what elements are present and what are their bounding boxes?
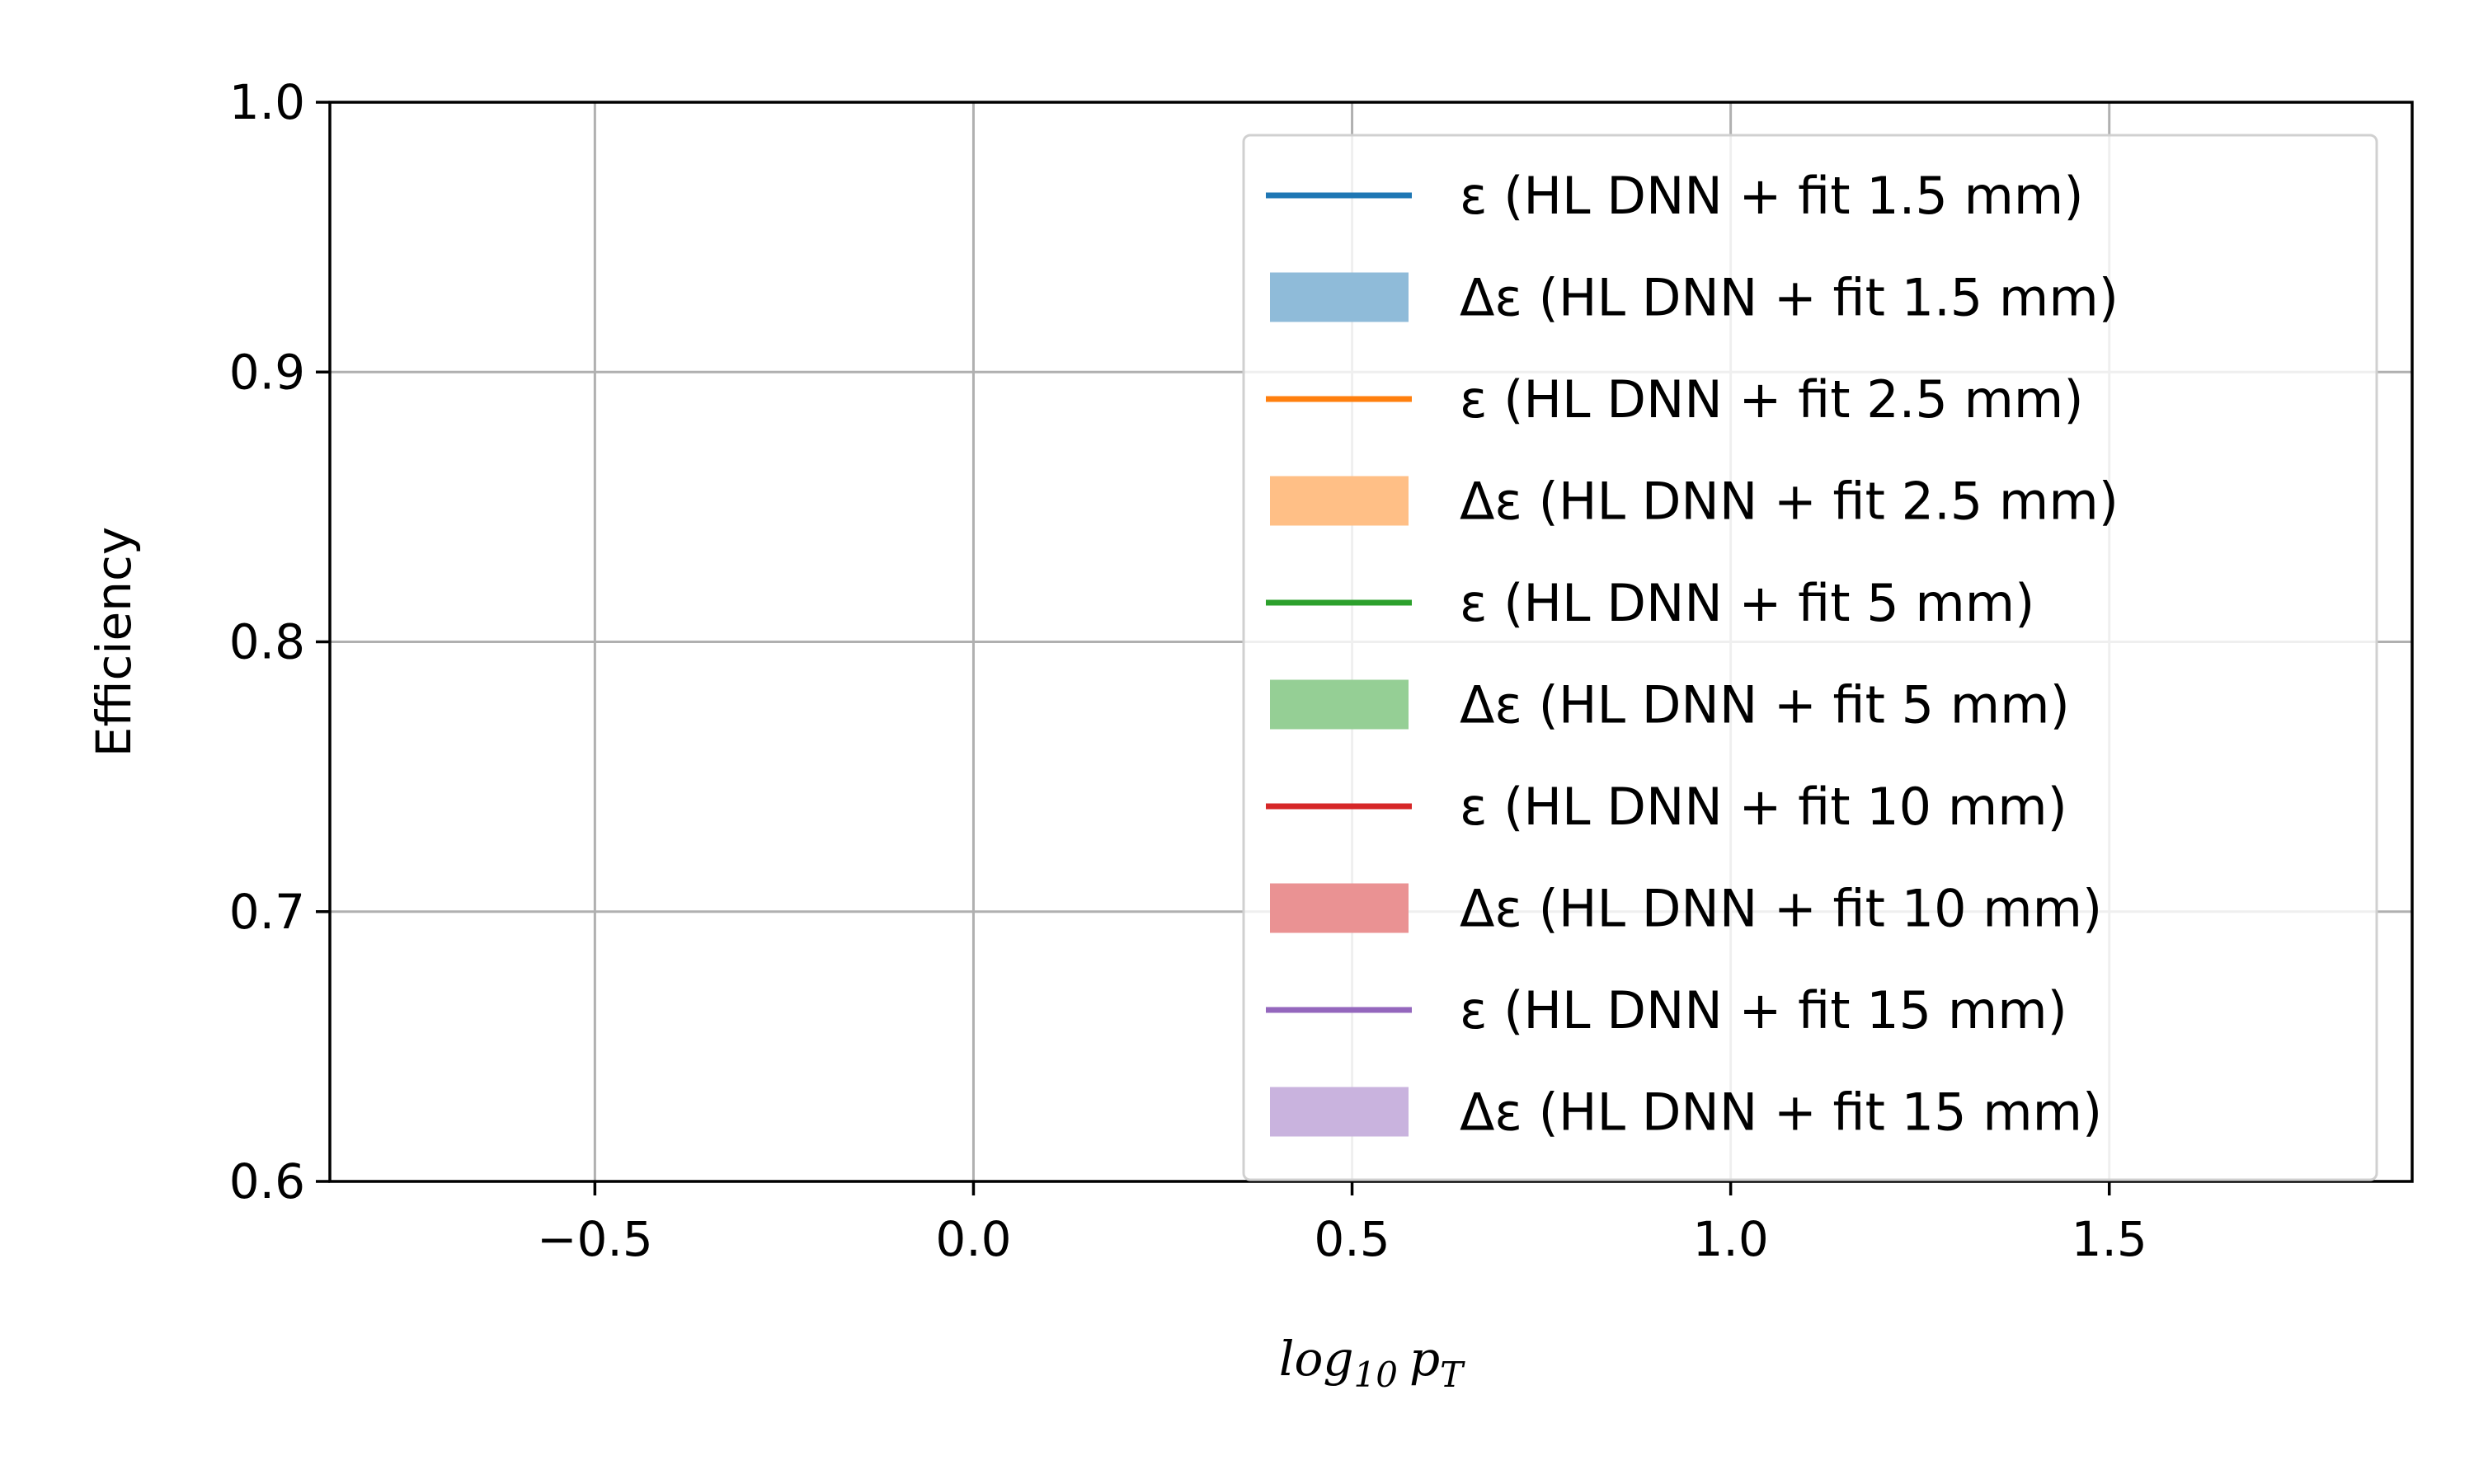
legend-band-swatch: [1270, 679, 1409, 730]
x-axis-label-sub: 10: [1354, 1355, 1398, 1395]
legend-entry-label: ε (HL DNN + fit 10 mm): [1460, 777, 2067, 837]
legend-entry-label: Δε (HL DNN + fit 15 mm): [1460, 1082, 2102, 1143]
legend-box: [1242, 134, 2378, 1181]
legend-entry-label: ε (HL DNN + fit 2.5 mm): [1460, 369, 2084, 430]
legend-entry-label: Δε (HL DNN + fit 10 mm): [1460, 879, 2102, 939]
x-tick-label: 0.0: [935, 1211, 1011, 1267]
y-tick-label: 1.0: [229, 74, 305, 130]
x-axis-label-var: p: [1409, 1331, 1440, 1387]
x-tick-label: 0.5: [1314, 1211, 1390, 1267]
x-axis-label-var-sub: T: [1440, 1355, 1465, 1395]
x-tick-label: 1.5: [2072, 1211, 2147, 1267]
legend-entries: ε (HL DNN + fit 1.5 mm) Δε (HL DNN + fit …: [1266, 166, 2119, 1143]
x-tick-label: 1.0: [1693, 1211, 1769, 1267]
legend-entry-label: ε (HL DNN + fit 15 mm): [1460, 980, 2067, 1040]
x-axis-label: log10 pT: [1279, 1331, 1465, 1395]
y-tick-label: 0.8: [229, 614, 305, 670]
y-tick-label: 0.9: [229, 344, 305, 400]
legend-band-swatch: [1270, 883, 1409, 933]
y-tick-label: 0.6: [229, 1153, 305, 1209]
legend-band-swatch: [1270, 272, 1409, 322]
x-tick-label: −0.5: [537, 1211, 653, 1267]
legend: ε (HL DNN + fit 1.5 mm) Δε (HL DNN + fit …: [1242, 134, 2378, 1181]
axis-ticks: −0.5 0.0 0.5 1.0 1.5 0.6 0.7 0.8 0.9 1.0: [229, 74, 2147, 1267]
legend-entry-label: ε (HL DNN + fit 5 mm): [1460, 573, 2034, 633]
legend-band-swatch: [1270, 476, 1409, 526]
legend-entry-label: Δε (HL DNN + fit 2.5 mm): [1460, 472, 2119, 532]
y-tick-label: 0.7: [229, 884, 305, 940]
legend-entry-label: Δε (HL DNN + fit 1.5 mm): [1460, 268, 2119, 328]
y-axis-label: Efficiency: [86, 527, 142, 757]
legend-entry-label: Δε (HL DNN + fit 5 mm): [1460, 675, 2070, 735]
legend-entry-label: ε (HL DNN + fit 1.5 mm): [1460, 166, 2084, 226]
x-axis-label-base: log: [1279, 1331, 1354, 1387]
legend-band-swatch: [1270, 1087, 1409, 1137]
